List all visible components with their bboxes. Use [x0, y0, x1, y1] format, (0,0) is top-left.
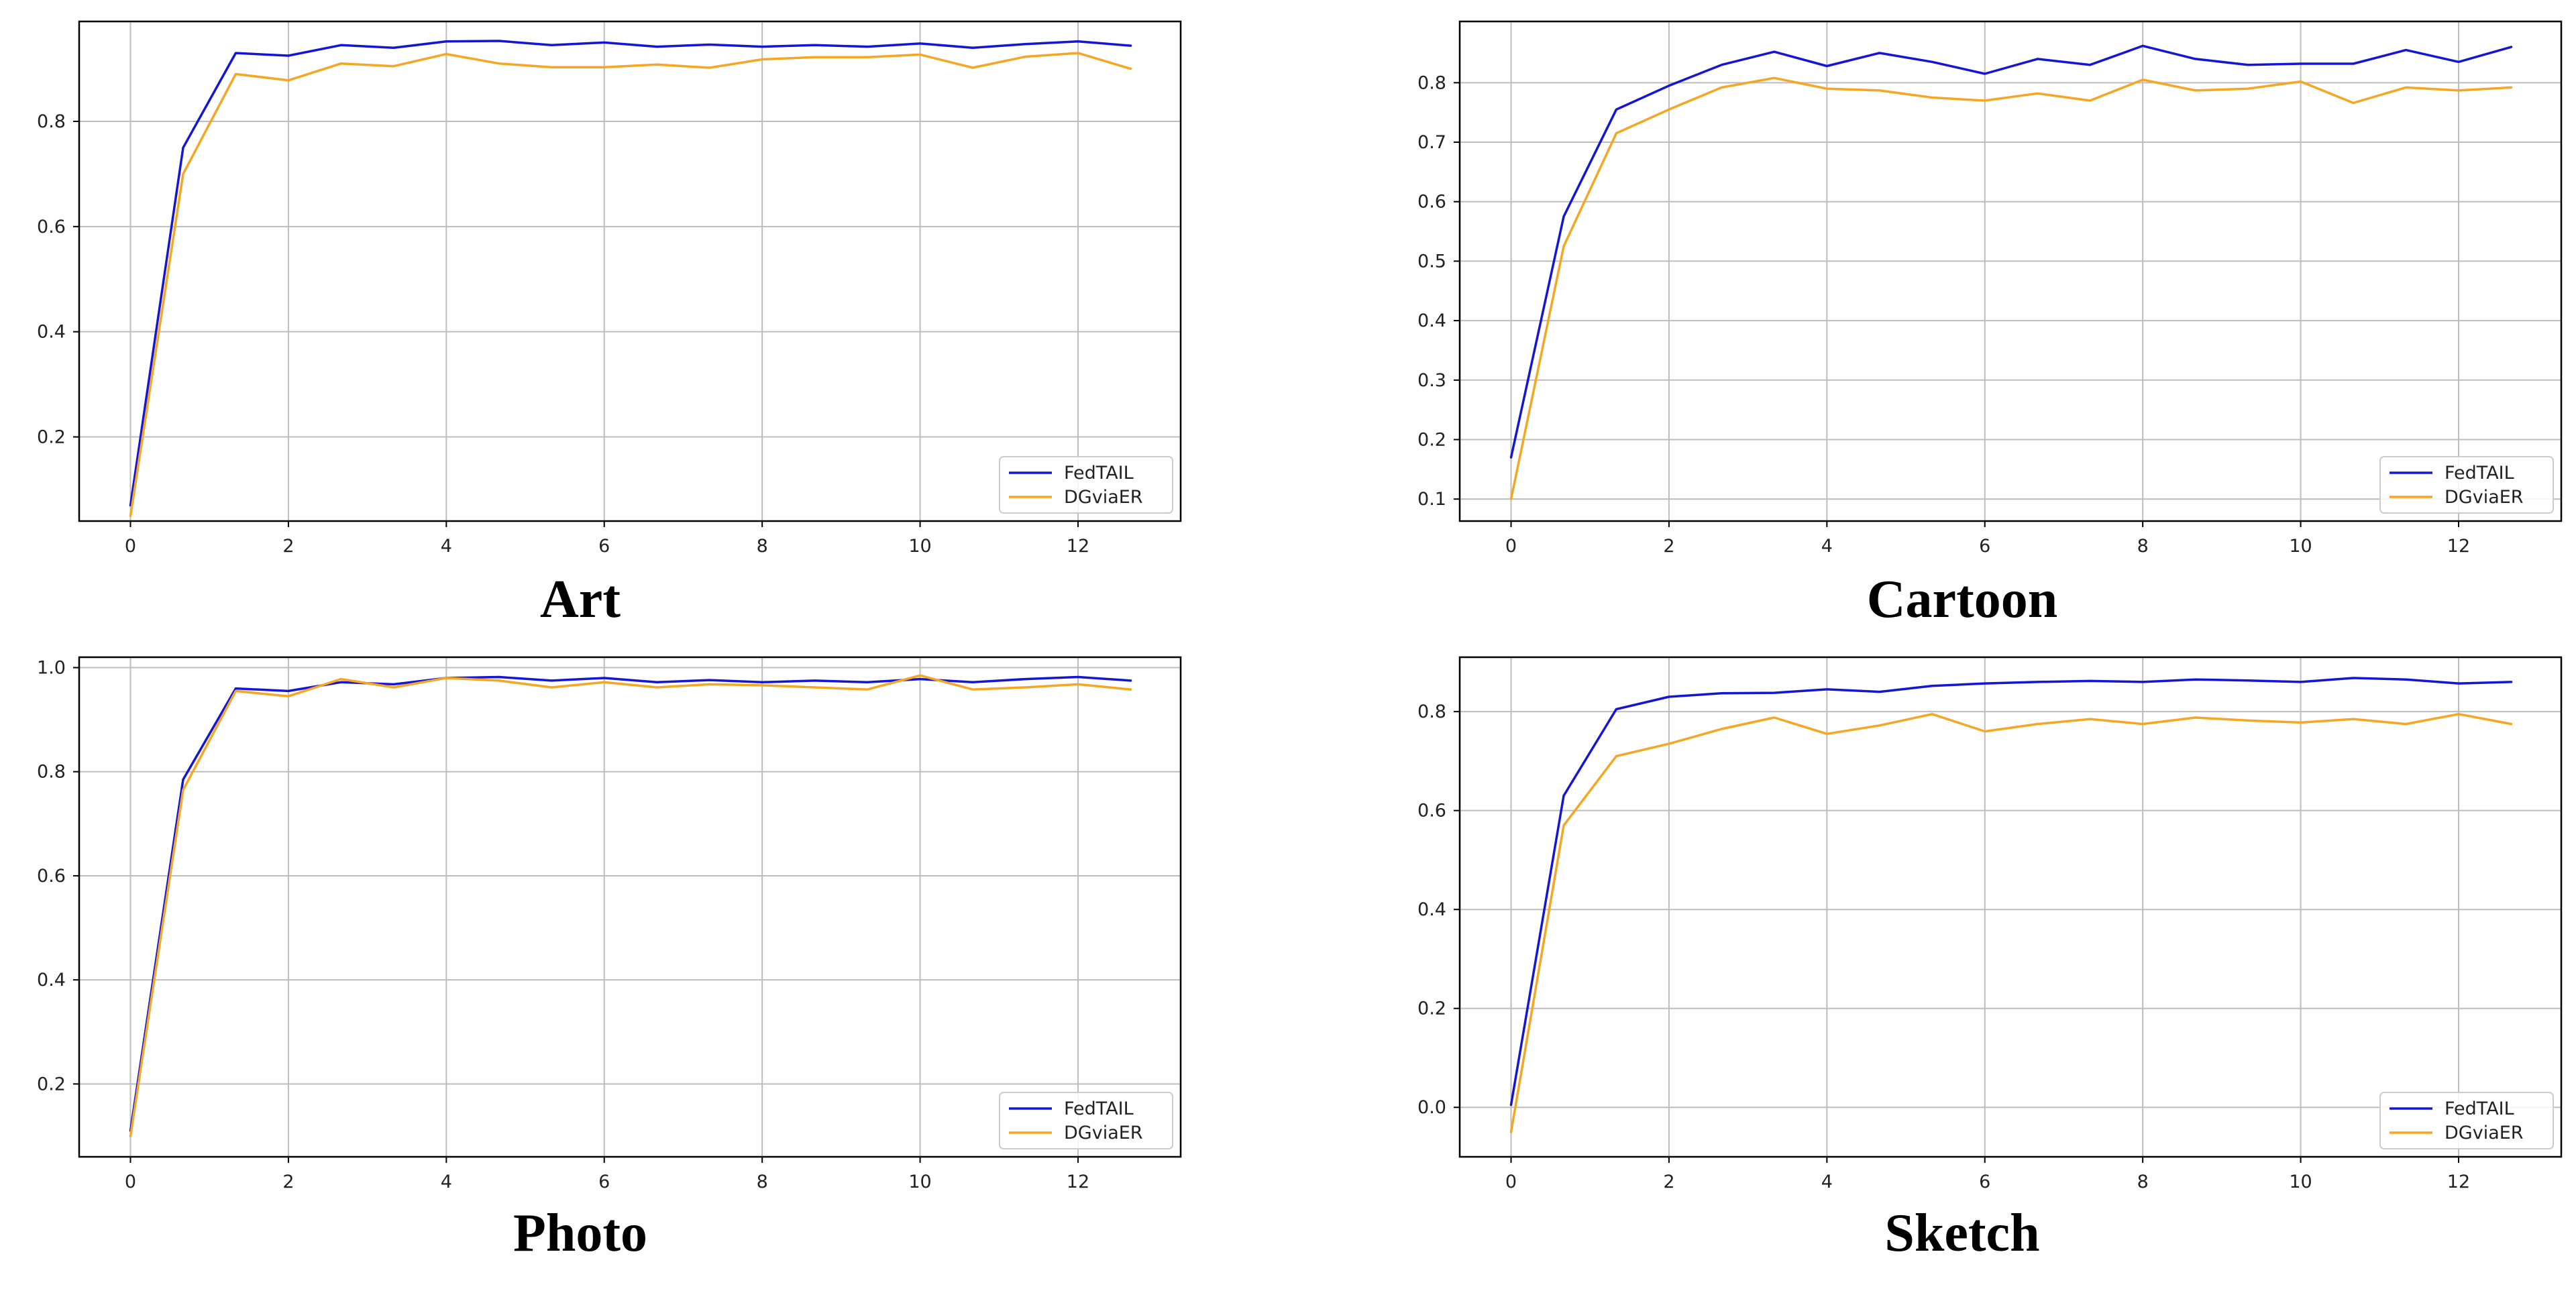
y-tick-label: 1.0 [37, 658, 66, 679]
x-tick-label: 4 [441, 1172, 452, 1192]
y-tick-label: 0.8 [37, 762, 66, 783]
x-tick-label: 12 [2447, 536, 2470, 557]
series-line-fedtail [129, 40, 1132, 507]
series-line-fedtail [1509, 677, 2513, 1107]
series-line-dgviaer [1509, 76, 2513, 500]
y-tick-label: 0.8 [1417, 72, 1446, 93]
series-line-dgviaer [129, 674, 1132, 1137]
plot-frame [1458, 656, 2563, 1158]
plot-frame [78, 20, 1182, 522]
y-tick-label: 0.5 [1417, 251, 1446, 272]
legend: FedTAIL DGviaER [2379, 1092, 2554, 1149]
x-tick-label: 8 [757, 536, 768, 557]
plot-frame [1458, 20, 2563, 522]
x-tick-label: 4 [1821, 1172, 1833, 1192]
y-tick-label: 0.4 [37, 322, 66, 343]
legend: FedTAIL DGviaER [2379, 456, 2554, 514]
legend-label-fedtail: FedTAIL [2445, 463, 2514, 484]
legend-box [2379, 456, 2554, 514]
chart-title-photo: Photo [513, 1204, 647, 1263]
legend-box [2379, 1092, 2554, 1149]
x-tick-label: 12 [1067, 1172, 1089, 1192]
chart-cartoon: 0 2 4 6 8 10 12 0.1 0.2 0.3 0.4 0.5 0.6 0.7 0.8 FedTAIL… [1417, 20, 2563, 629]
x-tick-label: 8 [2137, 536, 2149, 557]
y-tick-label: 0.2 [37, 427, 66, 448]
x-tick-label: 10 [908, 1172, 931, 1192]
y-tick-label: 0.2 [1417, 429, 1446, 450]
legend-label-dgviaer: DGviaER [2445, 487, 2524, 508]
legend-box [999, 456, 1173, 514]
chart-title-sketch: Sketch [1884, 1204, 2039, 1263]
x-tick-label: 0 [1505, 536, 1517, 557]
y-tick-label: 0.0 [1417, 1097, 1446, 1118]
x-tick-label: 0 [1505, 1172, 1517, 1192]
legend-label-dgviaer: DGviaER [2445, 1123, 2524, 1143]
plot-frame [78, 656, 1182, 1158]
x-tick-label: 12 [1067, 536, 1089, 557]
y-tick-label: 0.6 [37, 866, 66, 887]
x-tick-label: 0 [125, 1172, 136, 1192]
y-tick-label: 0.8 [1417, 701, 1446, 722]
y-tick-label: 0.4 [1417, 310, 1446, 331]
x-tick-label: 10 [2289, 1172, 2312, 1192]
y-tick-label: 0.1 [1417, 489, 1446, 510]
series-line-dgviaer [129, 52, 1132, 517]
chart-title-cartoon: Cartoon [1867, 570, 2057, 629]
x-tick-label: 6 [598, 536, 610, 557]
x-tick-label: 6 [1979, 1172, 1990, 1192]
legend-label-fedtail: FedTAIL [1064, 463, 1134, 484]
legend: FedTAIL DGviaER [999, 456, 1173, 514]
x-tick-label: 6 [1979, 536, 1990, 557]
x-tick-label: 8 [2137, 1172, 2149, 1192]
x-tick-label: 8 [757, 1172, 768, 1192]
chart-sketch: 0 2 4 6 8 10 12 0.0 0.2 0.4 0.6 0.8 FedTAIL DGviaER Sk… [1417, 656, 2563, 1263]
series-line-dgviaer [1509, 713, 2513, 1133]
y-tick-label: 0.2 [1417, 999, 1446, 1019]
x-tick-label: 4 [441, 536, 452, 557]
legend-label-dgviaer: DGviaER [1064, 487, 1143, 508]
chart-photo: 0 2 4 6 8 10 12 0.2 0.4 0.6 0.8 1.0 FedTAIL DGviaER Ph… [37, 656, 1182, 1263]
legend-label-fedtail: FedTAIL [2445, 1098, 2514, 1119]
chart-title-art: Art [540, 570, 621, 629]
x-tick-label: 6 [598, 1172, 610, 1192]
y-tick-label: 0.6 [37, 217, 66, 237]
x-tick-label: 10 [908, 536, 931, 557]
legend-box [999, 1092, 1173, 1149]
legend: FedTAIL DGviaER [999, 1092, 1173, 1149]
x-tick-label: 12 [2447, 1172, 2470, 1192]
y-tick-label: 0.2 [37, 1074, 66, 1094]
x-tick-label: 10 [2289, 536, 2312, 557]
x-tick-label: 2 [282, 1172, 294, 1192]
y-tick-label: 0.8 [37, 111, 66, 132]
x-tick-label: 2 [282, 536, 294, 557]
series-line-fedtail [1509, 44, 2513, 459]
x-tick-label: 2 [1663, 536, 1674, 557]
x-tick-label: 0 [125, 536, 136, 557]
y-tick-label: 0.6 [1417, 801, 1446, 822]
y-tick-label: 0.4 [37, 970, 66, 991]
x-tick-label: 2 [1663, 1172, 1674, 1192]
x-tick-label: 4 [1821, 536, 1833, 557]
y-tick-label: 0.7 [1417, 132, 1446, 153]
legend-label-dgviaer: DGviaER [1064, 1123, 1143, 1143]
legend-label-fedtail: FedTAIL [1064, 1098, 1134, 1119]
series-line-fedtail [129, 675, 1132, 1132]
y-tick-label: 0.4 [1417, 899, 1446, 920]
chart-art: 0 2 4 6 8 10 12 0.2 0.4 0.6 0.8 FedTAIL DGviaER Art [37, 20, 1182, 629]
y-tick-label: 0.6 [1417, 192, 1446, 213]
y-tick-label: 0.3 [1417, 370, 1446, 391]
